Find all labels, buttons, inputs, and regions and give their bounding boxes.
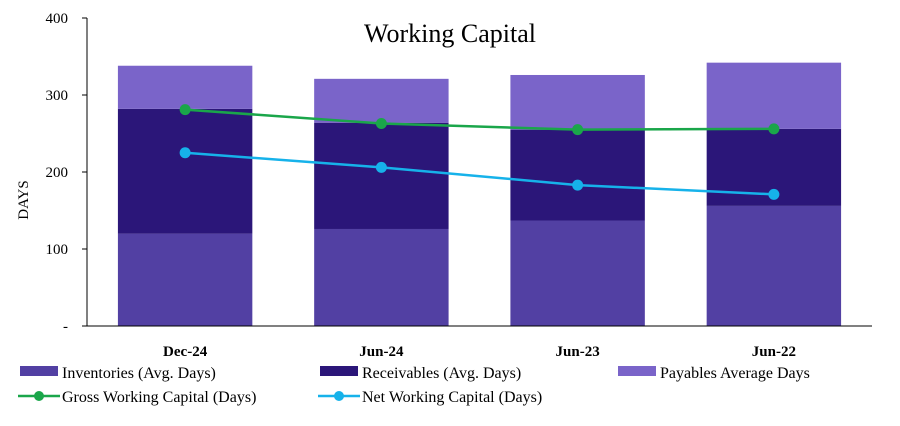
bar-payables-average-days-jun-24 [314,78,449,123]
x-tick-label: Jun-22 [752,344,796,360]
legend: Inventories (Avg. Days) Receivables (Avg.… [18,365,810,406]
point-net-working-capital-days-jun-22 [768,188,780,200]
legend-swatch [618,366,656,376]
y-tick-labels: - 100 200 300 400 [46,11,87,335]
point-net-working-capital-days-jun-23 [572,179,584,191]
point-net-working-capital-days-dec-24 [179,147,191,159]
legend-item-inventories-avg-days: Inventories (Avg. Days) [20,365,216,382]
legend-label: Payables Average Days [660,365,810,382]
point-gross-working-capital-days-jun-23 [572,124,584,136]
bar-inventories-avg-days-jun-22 [706,205,842,326]
legend-swatch [20,366,58,376]
x-tick-label: Jun-24 [359,344,404,360]
legend-label: Receivables (Avg. Days) [362,365,521,382]
bars-layer [117,62,842,326]
y-tick-label: 300 [46,88,69,104]
x-tick-label: Jun-23 [556,344,600,360]
y-tick-label: 200 [46,165,69,181]
legend-marker [34,391,44,401]
point-gross-working-capital-days-dec-24 [179,104,191,116]
bar-inventories-avg-days-jun-24 [314,228,449,326]
x-tick-label: Dec-24 [163,344,208,360]
x-tick-labels: Dec-24 Jun-24 Jun-23 Jun-22 [163,344,796,360]
chart-title: Working Capital [364,19,536,48]
bar-receivables-avg-days-jun-24 [314,122,449,229]
y-tick-label: - [63,319,68,335]
bar-payables-average-days-jun-23 [510,74,645,130]
legend-marker [334,391,344,401]
legend-label: Net Working Capital (Days) [362,389,542,406]
legend-item-payables-average-days: Payables Average Days [618,365,810,382]
legend-item-net-working-capital-days: Net Working Capital (Days) [318,389,542,406]
legend-label: Inventories (Avg. Days) [62,365,216,382]
point-gross-working-capital-days-jun-24 [375,117,387,129]
y-axis-title: DAYS [16,180,32,219]
line-gross-working-capital-days [185,108,774,131]
bar-receivables-avg-days-jun-23 [510,129,645,221]
legend-label: Gross Working Capital (Days) [62,389,256,406]
bar-inventories-avg-days-jun-23 [510,220,645,326]
bar-payables-average-days-dec-24 [117,65,253,109]
point-gross-working-capital-days-jun-22 [768,123,780,135]
point-net-working-capital-days-jun-24 [375,161,387,173]
lines-layer [179,104,780,200]
legend-swatch [320,366,358,376]
y-tick-label: 100 [46,242,69,258]
bar-inventories-avg-days-dec-24 [117,233,253,326]
bar-receivables-avg-days-dec-24 [117,108,253,234]
y-tick-label: 400 [46,11,69,27]
legend-item-gross-working-capital-days: Gross Working Capital (Days) [18,389,256,406]
line-net-working-capital-days [185,151,774,196]
legend-item-receivables-avg-days: Receivables (Avg. Days) [320,365,521,382]
bar-payables-average-days-jun-22 [706,62,842,129]
